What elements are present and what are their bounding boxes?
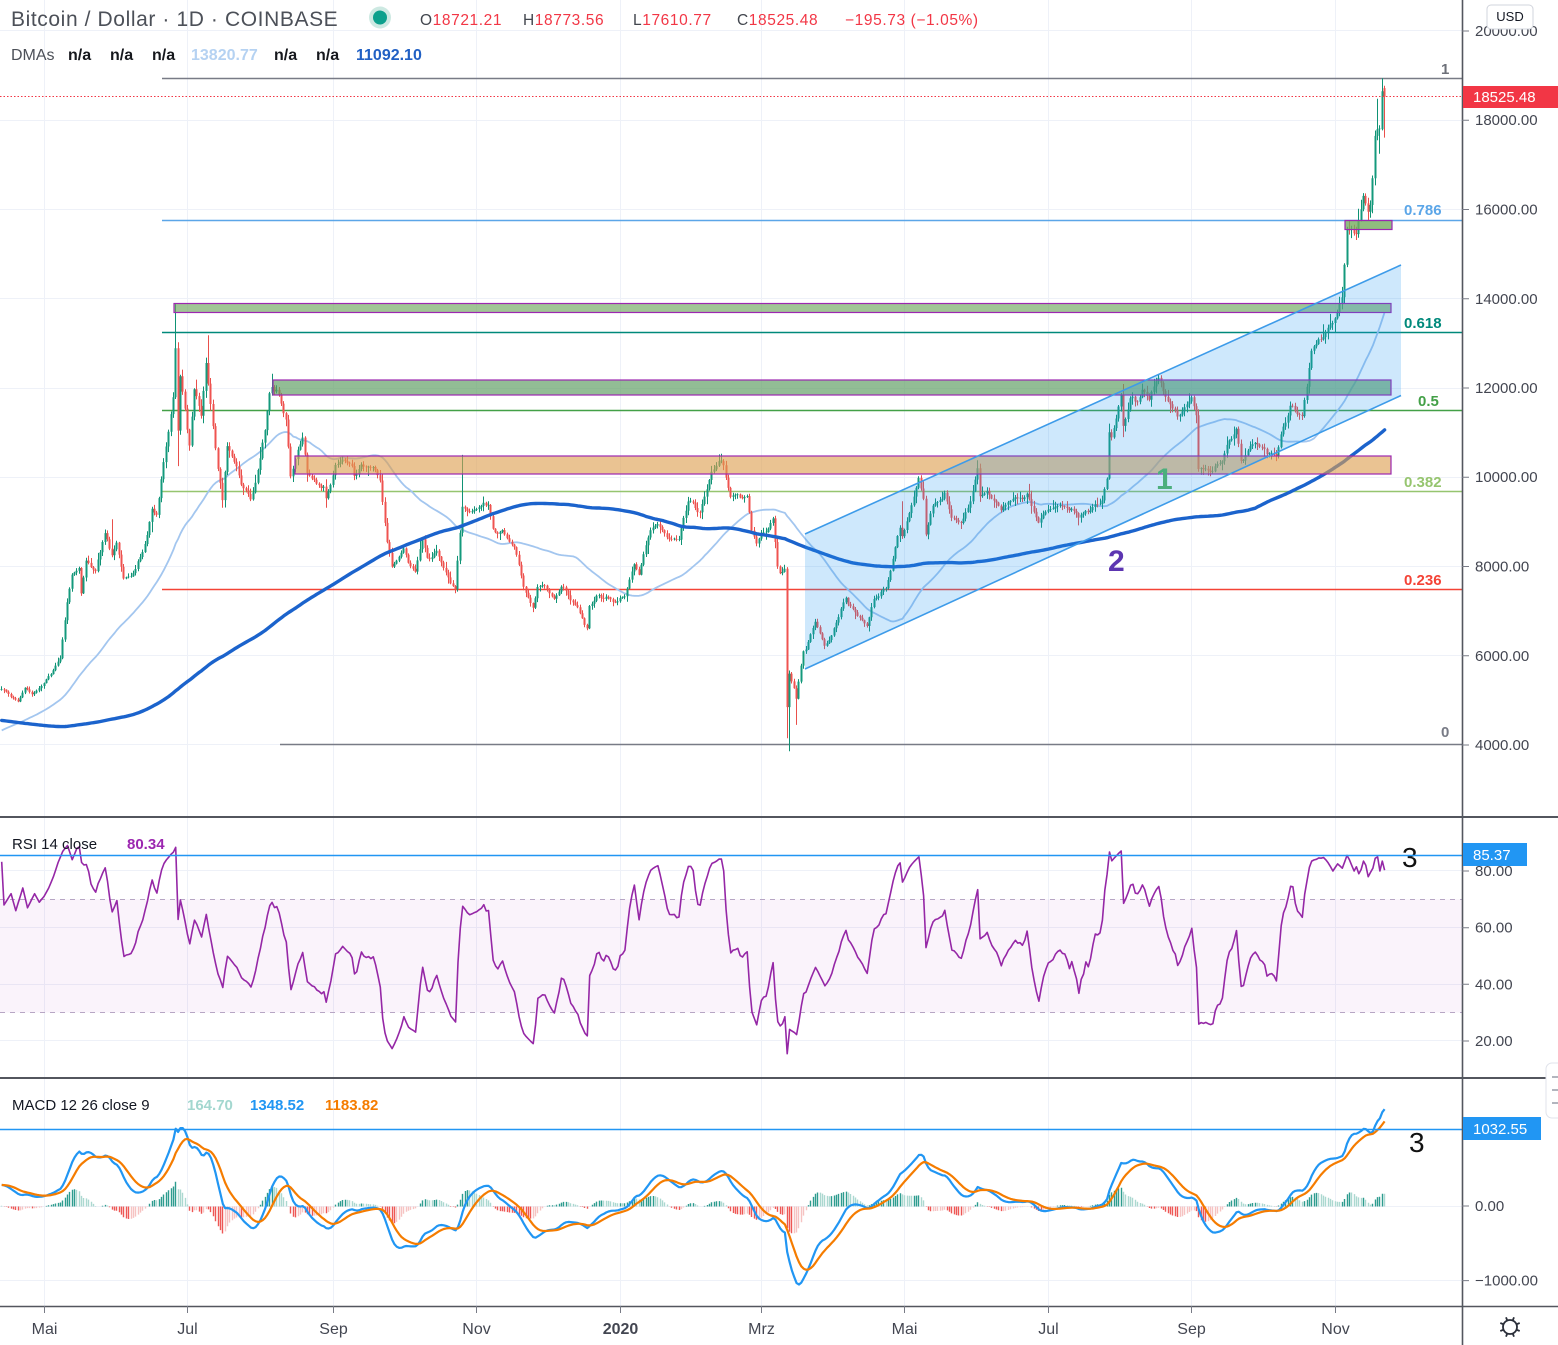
svg-text:Mai: Mai (32, 1321, 58, 1338)
svg-text:14000.00: 14000.00 (1475, 291, 1538, 308)
svg-text:2: 2 (1108, 545, 1125, 578)
svg-text:18525.48: 18525.48 (1473, 89, 1536, 106)
svg-text:0.5: 0.5 (1418, 393, 1439, 410)
svg-text:−1000.00: −1000.00 (1475, 1273, 1538, 1290)
svg-text:16000.00: 16000.00 (1475, 202, 1538, 219)
svg-text:4000.00: 4000.00 (1475, 737, 1529, 754)
svg-text:0.382: 0.382 (1404, 474, 1442, 491)
svg-text:0.00: 0.00 (1475, 1198, 1504, 1215)
svg-text:Bitcoin / Dollar · 1D · COINBA: Bitcoin / Dollar · 1D · COINBASE (11, 8, 338, 31)
svg-text:3: 3 (1409, 1127, 1425, 1158)
svg-text:12000.00: 12000.00 (1475, 380, 1538, 397)
svg-text:80.00: 80.00 (1475, 863, 1513, 880)
svg-text:1032.55: 1032.55 (1473, 1121, 1527, 1138)
svg-text:Mai: Mai (892, 1321, 918, 1338)
svg-text:18000.00: 18000.00 (1475, 112, 1538, 129)
svg-text:1: 1 (1156, 463, 1173, 496)
svg-text:10000.00: 10000.00 (1475, 469, 1538, 486)
svg-text:Nov: Nov (462, 1321, 490, 1338)
svg-text:40.00: 40.00 (1475, 976, 1513, 993)
svg-text:85.37: 85.37 (1473, 847, 1511, 864)
svg-text:6000.00: 6000.00 (1475, 648, 1529, 665)
svg-text:USD: USD (1496, 9, 1523, 24)
svg-text:0.236: 0.236 (1404, 572, 1442, 589)
svg-text:0.786: 0.786 (1404, 202, 1442, 219)
svg-text:2020: 2020 (603, 1321, 639, 1338)
svg-text:0.618: 0.618 (1404, 315, 1442, 332)
svg-text:Jul: Jul (1038, 1321, 1058, 1338)
svg-text:Nov: Nov (1321, 1321, 1349, 1338)
svg-text:60.00: 60.00 (1475, 920, 1513, 937)
svg-text:1: 1 (1441, 61, 1449, 78)
svg-text:20.00: 20.00 (1475, 1033, 1513, 1050)
svg-text:Mrz: Mrz (748, 1321, 775, 1338)
svg-text:Sep: Sep (1177, 1321, 1206, 1338)
svg-text:Jul: Jul (177, 1321, 197, 1338)
svg-text:3: 3 (1402, 842, 1418, 873)
svg-text:8000.00: 8000.00 (1475, 559, 1529, 576)
svg-text:0: 0 (1441, 724, 1449, 741)
svg-text:Sep: Sep (319, 1321, 348, 1338)
